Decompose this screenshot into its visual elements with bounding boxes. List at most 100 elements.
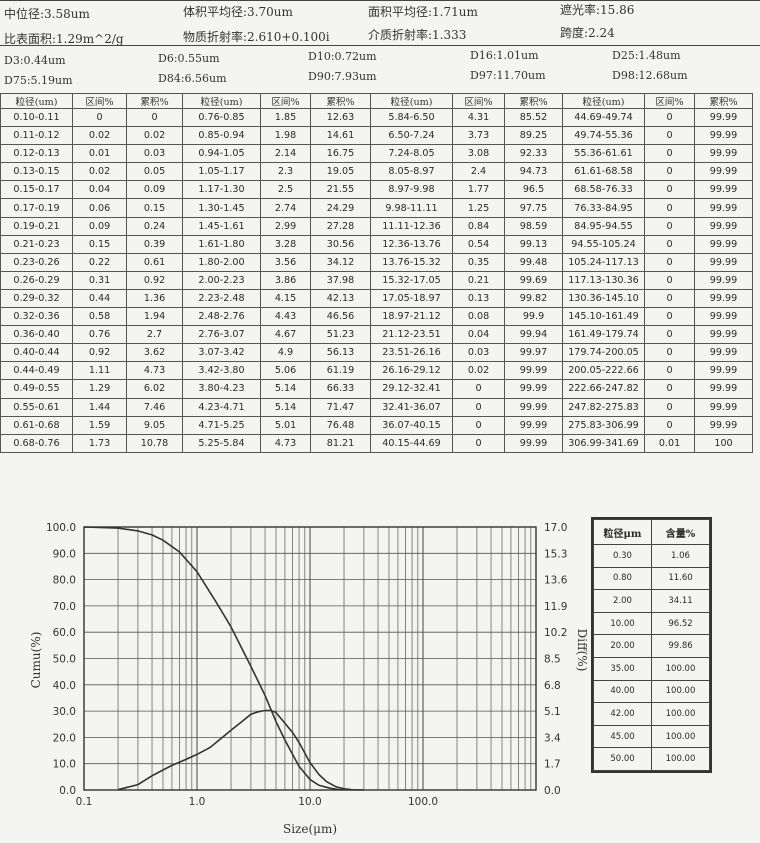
side-table-cell: 100.00 [651, 702, 710, 726]
table-row: 0.44-0.49 1.11 4.73 3.42-3.80 5.06 61.19 26.16… [0, 361, 753, 381]
table-cell: 0.44 [72, 288, 127, 309]
d25: D25:1.48um [612, 49, 681, 62]
col-header: 累积% [694, 93, 753, 109]
table-cell: 32.41-36.07 [370, 397, 453, 417]
table-cell: 1.17-1.30 [182, 180, 261, 200]
table-cell: 0.22 [72, 252, 127, 272]
d98: D98:12.68um [612, 69, 688, 82]
table-cell: 5.01 [260, 415, 311, 435]
table-cell: 0.40-0.44 [0, 343, 73, 363]
table-cell: 0.21 [452, 270, 505, 290]
y-right-tick-label: 0.0 [544, 785, 561, 797]
table-cell: 76.33-84.95 [562, 198, 645, 218]
table-cell: 4.73 [260, 433, 311, 453]
table-cell: 99.99 [504, 433, 563, 453]
side-table-row: 20.00 99.86 [593, 634, 710, 658]
header-top-border [0, 0, 760, 1]
table-cell: 1.80-2.00 [182, 252, 261, 272]
table-cell: 0.02 [72, 162, 127, 182]
col-header: 粒径(um) [370, 93, 453, 109]
y-left-tick-label: 10.0 [53, 759, 76, 771]
table-cell: 3.73 [452, 126, 505, 146]
table-cell: 0 [644, 415, 695, 435]
side-table-cell: 100.00 [651, 747, 710, 771]
table-cell: 17.05-18.97 [370, 288, 453, 309]
x-tick-label: 100.0 [408, 796, 438, 808]
table-cell: 1.11 [72, 361, 127, 381]
table-cell: 0.02 [452, 361, 505, 381]
d16: D16:1.01um [470, 49, 539, 62]
side-table-cell: 34.11 [651, 589, 710, 613]
table-cell: 4.23-4.71 [182, 397, 261, 417]
table-cell: 0.61-0.68 [0, 415, 73, 435]
specific-surface-area: 比表面积:1.29m^2/g [4, 32, 124, 46]
table-cell: 0 [644, 307, 695, 327]
table-cell: 0 [644, 107, 695, 128]
table-cell: 200.05-222.66 [562, 361, 645, 381]
table-cell: 94.73 [504, 162, 563, 182]
table-cell: 26.16-29.12 [370, 361, 453, 381]
table-cell: 0.26-0.29 [0, 270, 73, 290]
side-table-cell: 0.30 [593, 544, 652, 568]
table-cell: 99.99 [504, 361, 563, 381]
table-row: 0.36-0.40 0.76 2.7 2.76-3.07 4.67 51.23 21.12-… [0, 325, 753, 345]
col-header: 累积% [504, 93, 563, 109]
table-cell: 0.15 [126, 198, 183, 218]
table-row: 0.11-0.12 0.02 0.02 0.85-0.94 1.98 14.61 6.50-… [0, 126, 753, 146]
d90: D90:7.93um [308, 70, 377, 83]
table-cell: 84.95-94.55 [562, 216, 645, 236]
table-cell: 89.25 [504, 126, 563, 146]
y-left-tick-label: 20.0 [53, 732, 76, 744]
table-cell: 3.86 [260, 270, 311, 290]
table-cell: 3.80-4.23 [182, 379, 261, 399]
table-cell: 15.32-17.05 [370, 270, 453, 290]
table-cell: 0.24 [126, 216, 183, 236]
cumulative-curve [83, 526, 364, 791]
side-table-cell: 100.00 [651, 724, 710, 749]
table-cell: 0.19-0.21 [0, 216, 73, 236]
table-cell: 145.10-161.49 [562, 307, 645, 327]
table-cell: 0 [644, 126, 695, 146]
table-cell: 0.13-0.15 [0, 162, 73, 182]
side-table-body: 0.30 1.06 0.80 11.60 2.00 34.11 10.00 96.52 20.0… [593, 544, 710, 771]
table-cell: 1.73 [72, 433, 127, 453]
table-cell: 61.19 [310, 361, 371, 381]
table-cell: 0.09 [126, 180, 183, 200]
table-cell: 4.31 [452, 107, 505, 128]
y-right-tick-label: 1.7 [544, 759, 561, 771]
table-cell: 71.47 [310, 397, 371, 417]
table-cell: 49.74-55.36 [562, 126, 645, 146]
table-cell: 4.71-5.25 [182, 415, 261, 435]
table-cell: 68.58-76.33 [562, 180, 645, 200]
table-cell: 30.56 [310, 234, 371, 254]
table-cell: 2.4 [452, 162, 505, 182]
table-cell: 0.05 [126, 162, 183, 182]
side-table-cell: 10.00 [593, 611, 652, 636]
side-table-cell: 40.00 [593, 679, 652, 704]
table-cell: 55.36-61.61 [562, 144, 645, 164]
table-cell: 99.97 [504, 343, 563, 363]
table-row: 0.61-0.68 1.59 9.05 4.71-5.25 5.01 76.48 36.07… [0, 415, 753, 435]
table-cell: 99.99 [694, 397, 753, 417]
left-axis-ticks: 0.0 10.0 20.0 30.0 40.0 50.0 60.0 70.0 80.0 90.0 1… [46, 522, 76, 797]
table-cell: 0.29-0.32 [0, 288, 73, 309]
table-cell: 0 [126, 107, 183, 128]
table-cell: 4.73 [126, 361, 183, 381]
table-cell: 2.7 [126, 325, 183, 345]
table-cell: 1.05-1.17 [182, 162, 261, 182]
table-cell: 0.21-0.23 [0, 234, 73, 254]
table-cell: 5.14 [260, 379, 311, 399]
table-cell: 99.69 [504, 270, 563, 290]
obscuration: 遮光率:15.86 [560, 3, 635, 17]
table-cell: 19.05 [310, 162, 371, 182]
d75: D75:5.19um [4, 74, 73, 87]
table-cell: 0.76-0.85 [182, 107, 261, 128]
table-cell: 99.99 [504, 415, 563, 435]
table-cell: 40.15-44.69 [370, 433, 453, 453]
side-header-row: 粒径μm 含量% [593, 519, 710, 545]
y-left-tick-label: 0.0 [59, 785, 76, 797]
y-left-tick-label: 40.0 [53, 680, 76, 692]
table-cell: 12.63 [310, 107, 371, 128]
table-cell: 99.99 [694, 307, 753, 327]
table-cell: 3.08 [452, 144, 505, 164]
